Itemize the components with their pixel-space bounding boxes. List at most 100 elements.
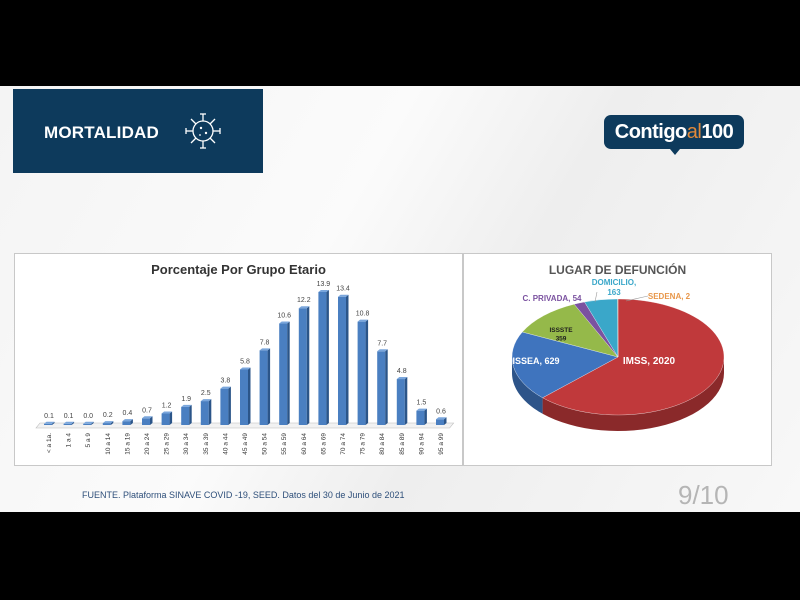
x-tick-label: 15 a 19 [124,433,131,455]
bar-value-label: 0.0 [83,413,93,420]
bar-side [189,404,192,425]
bar-side [71,421,75,425]
x-tick-label: 85 a 89 [399,433,406,455]
bar [318,291,327,425]
bar-value-label: 3.8 [221,378,231,385]
bar [357,321,366,425]
x-tick-label: 95 a 99 [438,433,445,455]
pie-slice [511,331,619,398]
bar [161,413,170,425]
bar-value-label: 5.8 [240,358,250,365]
bar-side [306,306,310,425]
bar [142,418,150,425]
section-title: MORTALIDAD [44,123,159,142]
x-tick-label: 30 a 34 [183,433,190,455]
bar [240,369,248,425]
pie-data-label: 359 [556,336,567,343]
contigo-al-100-logo: Contigoal100 [604,115,744,155]
bar-top [200,399,212,402]
bar-top [240,367,251,370]
bar [44,423,52,425]
x-tick-label: 65 a 69 [320,433,327,455]
bar-value-label: 7.8 [260,339,270,346]
pie-slice-side [512,357,543,414]
bar-top [44,421,55,424]
bar-top [122,419,133,422]
bar-top [161,411,173,414]
page-number: 9/10 [678,480,729,510]
bar [377,351,386,425]
place-of-death-pie-chart: IMSS, 2020 ISSEA, 629 ISSSTE 359 C. PRIVADA,… [511,278,725,431]
x-tick-label: 45 a 49 [242,433,249,455]
bar-side [169,411,173,425]
x-tick-label: 40 a 44 [222,433,229,455]
bar-top [63,421,75,424]
bar-top [142,416,153,419]
bar-side [444,417,447,425]
x-tick-label: 1 a 4 [66,433,73,448]
bar-side [287,321,290,425]
bar-side [365,319,369,425]
place-of-death-chart-panel: LUGAR DE DEFUNCIÓN IMSS, 2020 ISSEA, 629 I… [463,253,772,466]
bar-top [83,421,94,424]
bar [436,419,444,425]
bar [416,410,425,425]
bar-value-label: 2.5 [201,390,211,397]
bar [338,296,346,425]
bar-side [385,349,388,425]
bar-value-label: 4.8 [397,368,407,375]
bar-value-label: 0.4 [123,410,133,417]
x-tick-label: 70 a 74 [340,433,347,455]
age-group-bar-chart: 0.1 < a 1a. 0.1 1 a 4 0.0 5 a 9 0.2 10 a 14 0.4 1… [35,281,455,455]
bar-top [318,289,329,292]
bar-value-label: 0.2 [103,412,113,419]
pie-data-label: ISSEA, 629 [512,356,559,366]
x-axis-floor [35,422,455,429]
pie-slice-side [542,357,724,431]
bar-side [346,294,349,425]
x-tick-label: 35 a 39 [203,433,210,455]
bar-side [326,289,329,425]
x-tick-label: 20 a 24 [144,433,151,455]
bar-top [102,421,114,424]
bar-value-label: 0.6 [436,408,446,415]
bar-value-label: 13.9 [317,281,331,288]
bar [298,308,307,425]
pie-data-label: C. PRIVADA, 54 [523,294,583,303]
bar-top [436,417,447,420]
leader-line [625,295,649,302]
x-tick-label: 60 a 64 [301,433,308,455]
section-header: MORTALIDAD [13,89,263,173]
bar-value-label: 10.8 [356,311,370,318]
x-tick-label: 80 a 84 [379,433,386,455]
pie-data-label: ISSSTE [549,327,573,334]
pie-slice [522,304,619,358]
virus-icon [185,113,221,149]
bar-side [228,386,231,425]
pie-data-label: 163 [607,288,621,297]
x-tick-label: 5 a 9 [85,433,92,448]
bar [83,423,92,425]
bar [259,350,268,425]
bar-side [248,367,251,425]
bar-side [424,408,427,425]
bar-top [220,386,231,389]
x-tick-label: 25 a 29 [164,433,171,455]
bar-value-label: 12.2 [297,297,311,304]
slide: MORTALIDAD Contigoal100 Porcentaje Por G… [0,86,800,512]
bar-value-label: 7.7 [377,340,387,347]
bar [122,421,131,425]
bar [102,423,111,425]
bar-top [396,377,408,380]
bar [220,388,229,425]
bar-top [279,321,290,324]
pie-data-label: IMSS, 2020 [623,356,676,367]
x-tick-label: 90 a 94 [418,433,425,455]
bar-top [377,349,388,352]
bar-side [208,399,212,425]
bar [181,406,190,425]
pie-slice [542,298,725,416]
bar-side [267,348,271,425]
bar-top [338,294,349,297]
age-group-chart-panel: Porcentaje Por Grupo Etario 0.1 < a 1a. 0.… [14,253,463,466]
